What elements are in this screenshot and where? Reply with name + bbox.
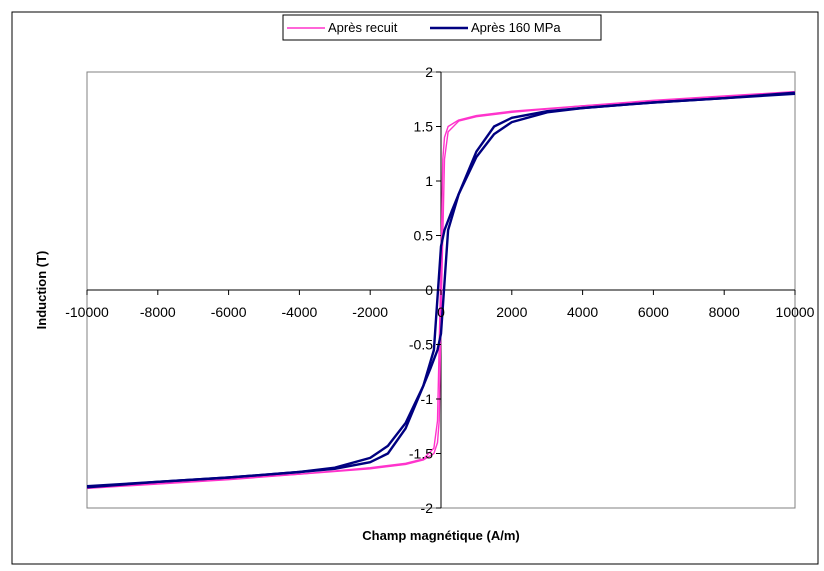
legend: Après recuit Après 160 MPa xyxy=(282,14,602,41)
y-tick-label: 1.5 xyxy=(414,119,434,135)
y-axis-title: Induction (T) xyxy=(34,251,49,330)
x-tick-label: -10000 xyxy=(65,304,109,320)
x-tick-label: 0 xyxy=(437,304,445,320)
series-2-lower-branch xyxy=(86,92,796,489)
y-tick-label: -1.5 xyxy=(409,446,433,462)
x-tick-label: 6000 xyxy=(638,304,669,320)
legend-label-series-1: Après recuit xyxy=(328,20,398,35)
x-axis-title: Champ magnétique (A/m) xyxy=(362,528,519,543)
x-tick-label: 10000 xyxy=(776,304,815,320)
series-layer xyxy=(86,90,796,490)
y-tick-label: -1 xyxy=(421,391,434,407)
x-tick-label: -4000 xyxy=(281,304,317,320)
ticks-layer: -10000 -8000 -6000 -4000 -2000 0 2000 4000 6000 8… xyxy=(65,64,814,516)
x-tick-label: 4000 xyxy=(567,304,598,320)
x-tick-label: -6000 xyxy=(211,304,247,320)
y-tick-label: -2 xyxy=(421,500,434,516)
y-tick-label: 0 xyxy=(425,282,433,298)
x-tick-label: 8000 xyxy=(709,304,740,320)
y-tick-label: 2 xyxy=(425,64,433,80)
y-tick-label: -0.5 xyxy=(409,337,433,353)
x-tick-label: -8000 xyxy=(140,304,176,320)
legend-label-series-2: Après 160 MPa xyxy=(471,20,561,35)
y-tick-label: 0.5 xyxy=(414,228,434,244)
y-tick-label: 1 xyxy=(425,173,433,189)
x-tick-label: -2000 xyxy=(352,304,388,320)
x-tick-label: 2000 xyxy=(496,304,527,320)
